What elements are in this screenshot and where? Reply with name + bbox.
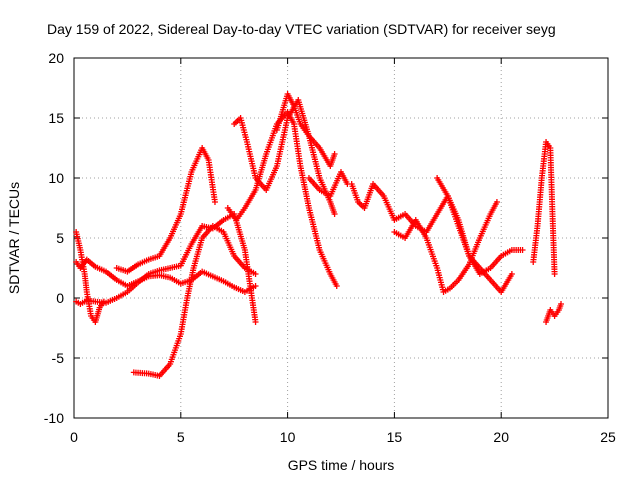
- data-series-arc-f: [231, 97, 338, 217]
- data-series-arc-i: [305, 169, 351, 199]
- chart-title: Day 159 of 2022, Sidereal Day-to-day VTE…: [47, 21, 556, 37]
- data-series-arc-d: [113, 145, 218, 275]
- y-tick-label: 5: [56, 230, 64, 246]
- x-tick-label: 10: [280, 429, 296, 445]
- x-axis-label: GPS time / hours: [288, 457, 395, 473]
- y-tick-label: -5: [52, 350, 65, 366]
- data-series-arc-j: [348, 181, 515, 295]
- x-tick-label: 0: [70, 429, 78, 445]
- y-tick-label: 0: [56, 290, 64, 306]
- x-tick-label: 15: [387, 429, 403, 445]
- data-series-arc-e: [130, 223, 259, 379]
- y-tick-label: 10: [48, 170, 64, 186]
- data-series-arc-c: [73, 229, 107, 325]
- grid-layer: [74, 58, 608, 418]
- y-tick-label: 20: [48, 50, 64, 66]
- data-series-arc-g: [224, 109, 340, 289]
- tick-layer: 0 5 10 15 20 25 -10 -5 0 5 10 15 20: [44, 50, 616, 445]
- data-series-arc-h: [273, 91, 338, 169]
- data-layer: [73, 91, 565, 379]
- y-tick-label: -10: [44, 410, 64, 426]
- data-series-arc-k: [391, 199, 500, 295]
- y-axis-label: SDTVAR / TECUs: [6, 182, 22, 294]
- y-tick-label: 15: [48, 110, 64, 126]
- x-tick-label: 25: [600, 429, 616, 445]
- x-tick-label: 5: [177, 429, 185, 445]
- data-series-arc-n: [543, 301, 565, 325]
- data-series-arc-a: [73, 256, 259, 295]
- data-series-arc-l: [434, 175, 526, 277]
- data-series-arc-m: [530, 139, 558, 277]
- x-tick-label: 20: [493, 429, 509, 445]
